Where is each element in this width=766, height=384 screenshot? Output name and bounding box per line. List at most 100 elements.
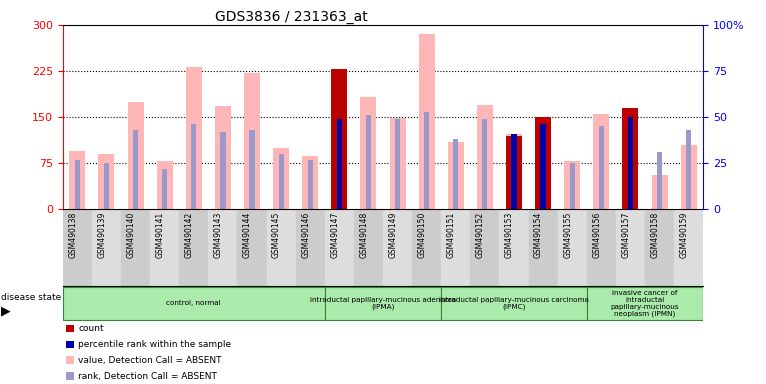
Bar bbox=[529, 209, 558, 286]
Text: GSM490155: GSM490155 bbox=[563, 212, 572, 258]
Text: GSM490150: GSM490150 bbox=[417, 212, 427, 258]
Text: GSM490156: GSM490156 bbox=[592, 212, 601, 258]
Text: GSM490140: GSM490140 bbox=[126, 212, 136, 258]
Text: GSM490147: GSM490147 bbox=[330, 212, 339, 258]
Bar bbox=[150, 209, 179, 286]
FancyBboxPatch shape bbox=[63, 287, 325, 320]
Bar bbox=[273, 148, 289, 209]
Bar bbox=[244, 73, 260, 209]
Bar bbox=[419, 34, 434, 209]
Bar bbox=[128, 102, 143, 209]
Bar bbox=[453, 139, 458, 209]
Text: GSM490148: GSM490148 bbox=[359, 212, 368, 258]
Bar bbox=[267, 209, 296, 286]
Text: control, normal: control, normal bbox=[166, 300, 221, 306]
Bar bbox=[645, 209, 674, 286]
Text: GSM490141: GSM490141 bbox=[155, 212, 165, 258]
Bar bbox=[565, 161, 580, 209]
Bar bbox=[92, 209, 121, 286]
Bar bbox=[541, 124, 545, 209]
Bar bbox=[599, 126, 604, 209]
Bar bbox=[499, 209, 529, 286]
Bar bbox=[192, 124, 196, 209]
Bar bbox=[390, 118, 405, 209]
Bar bbox=[186, 67, 201, 209]
Bar bbox=[657, 152, 662, 209]
Text: GSM490149: GSM490149 bbox=[388, 212, 398, 258]
Bar bbox=[63, 209, 92, 286]
Text: GSM490151: GSM490151 bbox=[447, 212, 456, 258]
Text: GSM490145: GSM490145 bbox=[272, 212, 281, 258]
Bar bbox=[337, 119, 342, 209]
Text: GSM490146: GSM490146 bbox=[301, 212, 310, 258]
Text: GSM490139: GSM490139 bbox=[97, 212, 106, 258]
Text: GSM490158: GSM490158 bbox=[650, 212, 660, 258]
Text: GSM490142: GSM490142 bbox=[185, 212, 194, 258]
Bar bbox=[121, 209, 150, 286]
Text: GSM490157: GSM490157 bbox=[621, 212, 630, 258]
Bar bbox=[395, 119, 400, 209]
Bar bbox=[628, 117, 633, 209]
Text: ▶: ▶ bbox=[1, 305, 11, 318]
Bar bbox=[616, 209, 645, 286]
Bar bbox=[623, 108, 638, 209]
Bar bbox=[541, 124, 545, 209]
Bar bbox=[208, 209, 237, 286]
Bar bbox=[681, 145, 696, 209]
Text: GDS3836 / 231363_at: GDS3836 / 231363_at bbox=[214, 10, 368, 23]
Bar bbox=[652, 175, 667, 209]
Bar bbox=[623, 108, 638, 209]
Bar bbox=[296, 209, 325, 286]
Bar bbox=[587, 209, 616, 286]
Bar bbox=[215, 106, 231, 209]
Text: GSM490143: GSM490143 bbox=[214, 212, 223, 258]
Text: rank, Detection Call = ABSENT: rank, Detection Call = ABSENT bbox=[78, 372, 218, 381]
Bar bbox=[535, 117, 551, 209]
Bar bbox=[325, 209, 354, 286]
Text: percentile rank within the sample: percentile rank within the sample bbox=[78, 340, 231, 349]
Bar bbox=[512, 134, 516, 209]
Bar bbox=[303, 156, 318, 209]
Bar bbox=[570, 163, 574, 209]
Text: GSM490159: GSM490159 bbox=[679, 212, 689, 258]
Bar bbox=[308, 159, 313, 209]
Bar bbox=[506, 134, 522, 209]
Bar bbox=[506, 136, 522, 209]
Text: GSM490138: GSM490138 bbox=[68, 212, 77, 258]
Bar bbox=[558, 209, 587, 286]
FancyBboxPatch shape bbox=[325, 287, 441, 320]
Bar bbox=[67, 341, 74, 348]
Bar bbox=[594, 114, 609, 209]
Bar bbox=[441, 209, 470, 286]
Text: GSM490152: GSM490152 bbox=[476, 212, 485, 258]
Bar bbox=[674, 209, 703, 286]
Text: GSM490144: GSM490144 bbox=[243, 212, 252, 258]
Bar bbox=[70, 151, 85, 209]
Text: disease state: disease state bbox=[1, 293, 61, 302]
Bar bbox=[332, 69, 347, 209]
Bar bbox=[67, 372, 74, 380]
Bar bbox=[157, 161, 172, 209]
Bar bbox=[67, 325, 74, 333]
Bar bbox=[221, 132, 225, 209]
Bar bbox=[133, 130, 138, 209]
Bar bbox=[512, 134, 516, 209]
Bar bbox=[383, 209, 412, 286]
Text: intraductal papillary-mucinous carcinoma
(IPMC): intraductal papillary-mucinous carcinoma… bbox=[439, 296, 589, 310]
Bar bbox=[424, 112, 429, 209]
Bar bbox=[535, 117, 551, 209]
Bar bbox=[337, 119, 342, 209]
Text: GSM490153: GSM490153 bbox=[505, 212, 514, 258]
Bar bbox=[366, 115, 371, 209]
Bar bbox=[354, 209, 383, 286]
Text: GSM490154: GSM490154 bbox=[534, 212, 543, 258]
Bar bbox=[67, 356, 74, 364]
Text: intraductal papillary-mucinous adenoma
(IPMA): intraductal papillary-mucinous adenoma (… bbox=[310, 296, 456, 310]
FancyBboxPatch shape bbox=[587, 287, 703, 320]
Bar bbox=[104, 163, 109, 209]
Text: value, Detection Call = ABSENT: value, Detection Call = ABSENT bbox=[78, 356, 222, 365]
Bar bbox=[361, 98, 376, 209]
Bar bbox=[179, 209, 208, 286]
Bar bbox=[470, 209, 499, 286]
Bar bbox=[332, 69, 347, 209]
